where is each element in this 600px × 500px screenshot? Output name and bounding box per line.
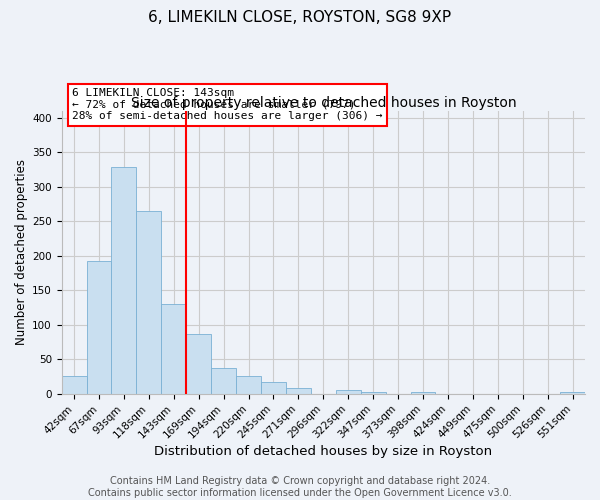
Title: Size of property relative to detached houses in Royston: Size of property relative to detached ho…: [131, 96, 516, 110]
Bar: [361, 392, 386, 394]
Bar: [86, 260, 112, 394]
Bar: [236, 376, 261, 394]
Bar: [161, 304, 186, 394]
Bar: [286, 388, 311, 394]
Text: Contains HM Land Registry data © Crown copyright and database right 2024.
Contai: Contains HM Land Registry data © Crown c…: [88, 476, 512, 498]
Bar: [261, 382, 286, 394]
Bar: [186, 334, 211, 394]
Bar: [112, 168, 136, 394]
X-axis label: Distribution of detached houses by size in Royston: Distribution of detached houses by size …: [154, 444, 493, 458]
Bar: [136, 211, 161, 394]
Bar: [211, 368, 236, 394]
Bar: [62, 376, 86, 394]
Text: 6, LIMEKILN CLOSE, ROYSTON, SG8 9XP: 6, LIMEKILN CLOSE, ROYSTON, SG8 9XP: [148, 10, 452, 25]
Y-axis label: Number of detached properties: Number of detached properties: [15, 160, 28, 346]
Bar: [410, 392, 436, 394]
Text: 6 LIMEKILN CLOSE: 143sqm
← 72% of detached houses are smaller (797)
28% of semi-: 6 LIMEKILN CLOSE: 143sqm ← 72% of detach…: [72, 88, 383, 122]
Bar: [336, 390, 361, 394]
Bar: [560, 392, 585, 394]
